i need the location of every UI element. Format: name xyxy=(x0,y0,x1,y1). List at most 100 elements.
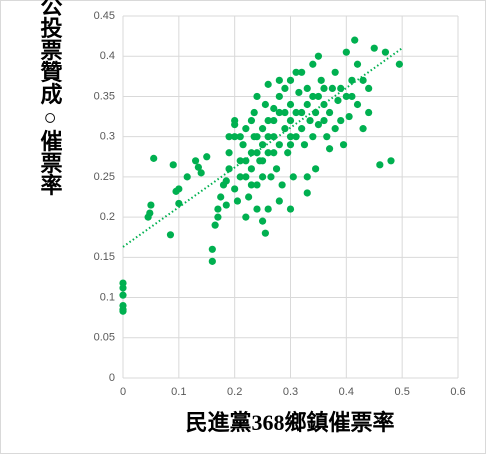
y-tick-label: 0.15 xyxy=(94,251,115,263)
point xyxy=(342,92,350,101)
point xyxy=(239,141,247,149)
point xyxy=(253,205,261,213)
point xyxy=(275,108,283,117)
point xyxy=(242,157,250,165)
y-tick-label: 0.45 xyxy=(94,10,115,22)
point xyxy=(211,221,219,229)
point xyxy=(119,291,127,299)
point xyxy=(197,169,205,177)
point xyxy=(353,60,362,68)
point xyxy=(334,96,342,105)
y-tick-label: 0.3 xyxy=(100,131,115,143)
point xyxy=(286,141,295,149)
point xyxy=(217,193,225,201)
point xyxy=(247,116,256,125)
point xyxy=(242,125,250,133)
point xyxy=(267,173,275,181)
point xyxy=(175,199,183,208)
point xyxy=(222,201,230,209)
x-tick-label: 0.4 xyxy=(339,386,354,398)
point xyxy=(258,125,267,133)
point xyxy=(314,92,323,101)
point xyxy=(203,153,211,161)
point xyxy=(323,133,331,141)
point xyxy=(253,181,261,189)
point xyxy=(345,112,353,121)
point xyxy=(247,181,256,189)
point xyxy=(303,173,311,181)
point xyxy=(272,165,281,173)
point xyxy=(236,133,244,141)
point xyxy=(175,185,183,193)
point xyxy=(309,60,317,68)
point xyxy=(298,108,306,117)
point xyxy=(231,133,239,141)
point xyxy=(331,125,339,133)
point xyxy=(337,116,345,125)
point xyxy=(292,68,300,76)
point xyxy=(225,149,233,157)
point xyxy=(312,108,320,117)
point xyxy=(328,84,336,92)
point xyxy=(348,92,356,101)
point xyxy=(281,108,289,117)
point xyxy=(183,173,191,181)
point xyxy=(275,141,283,149)
point xyxy=(286,116,295,125)
x-axis-label: 民進黨368鄉鎮催票率 xyxy=(185,410,394,435)
point xyxy=(258,141,267,149)
point xyxy=(320,84,328,92)
point xyxy=(365,84,373,92)
point xyxy=(281,125,289,133)
point xyxy=(242,173,250,181)
point xyxy=(214,213,222,221)
point xyxy=(146,209,154,217)
point xyxy=(225,165,233,173)
point xyxy=(225,133,233,141)
x-tick-label: 0 xyxy=(120,386,126,398)
point xyxy=(395,60,403,68)
point xyxy=(359,125,367,133)
point xyxy=(258,157,267,165)
point xyxy=(247,149,256,157)
point xyxy=(150,154,158,162)
point xyxy=(376,161,384,169)
point xyxy=(222,177,230,185)
point xyxy=(295,88,303,97)
point xyxy=(258,173,267,181)
point xyxy=(261,229,269,237)
point xyxy=(270,149,278,157)
point xyxy=(286,133,295,141)
point xyxy=(348,76,356,84)
point xyxy=(231,185,239,193)
x-tick-label: 0.5 xyxy=(395,386,410,398)
point xyxy=(359,76,367,84)
point xyxy=(245,193,253,201)
point xyxy=(278,181,286,189)
point xyxy=(231,116,239,125)
point xyxy=(208,257,216,265)
point xyxy=(286,100,295,109)
point xyxy=(286,76,295,84)
point xyxy=(325,108,334,117)
point xyxy=(351,36,359,44)
point xyxy=(292,108,300,117)
point xyxy=(253,133,261,141)
point xyxy=(306,116,314,125)
point xyxy=(303,84,311,92)
point xyxy=(320,116,328,125)
point xyxy=(264,149,272,157)
y-tick-label: 0.1 xyxy=(100,291,115,303)
point xyxy=(261,100,269,109)
point xyxy=(191,157,200,165)
point xyxy=(365,108,373,117)
point xyxy=(270,133,278,141)
point xyxy=(264,80,272,88)
point xyxy=(342,48,350,56)
point xyxy=(286,205,295,213)
y-axis-label: 公投票贊成○催票率 xyxy=(38,0,63,196)
y-tick-label: 0.25 xyxy=(94,171,115,183)
point xyxy=(300,141,309,149)
